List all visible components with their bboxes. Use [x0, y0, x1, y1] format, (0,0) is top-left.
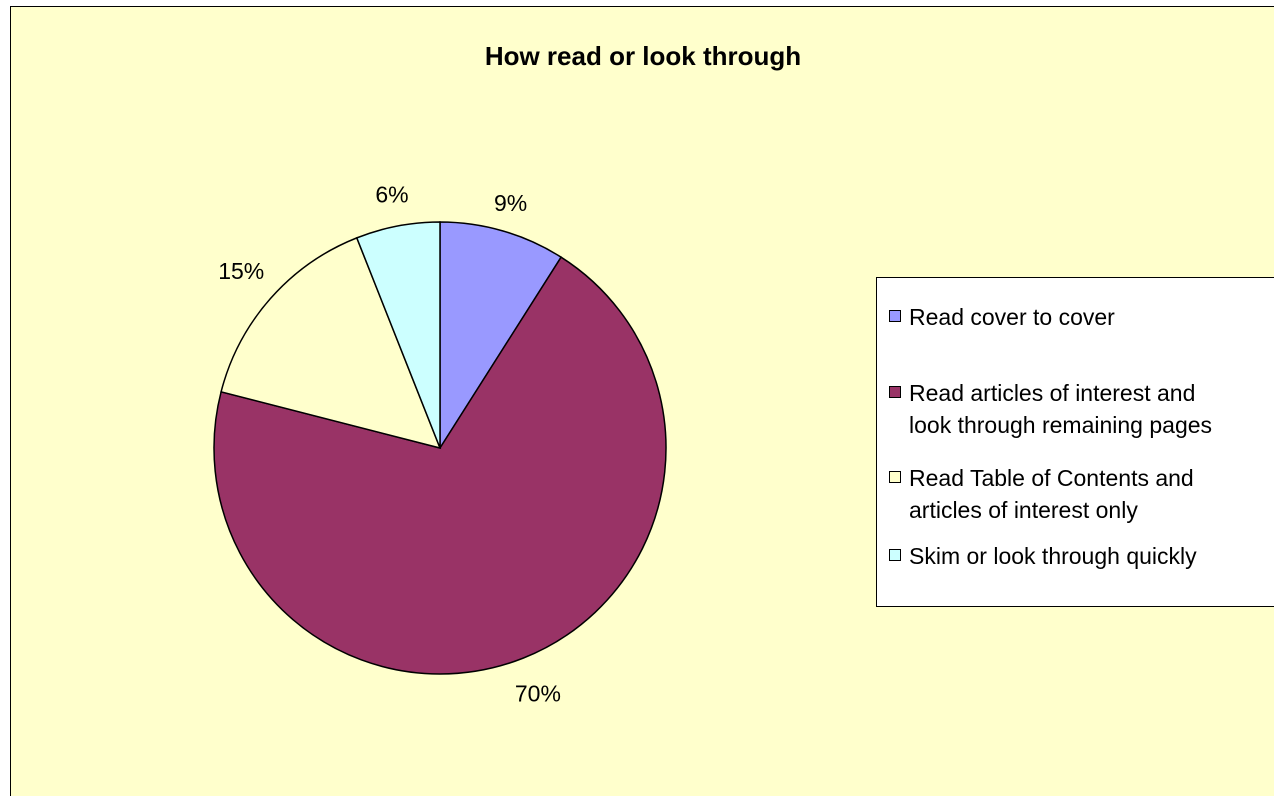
chart-area: How read or look through 9% 70% 15% 6% Read… — [10, 6, 1274, 796]
legend-swatch-read-toc — [889, 471, 901, 483]
pie-slice-3 — [220, 236, 442, 450]
pie-data-label-1: 9% — [494, 190, 527, 216]
legend-swatch-read-cover — [889, 310, 901, 322]
legend-label: Skim or look through quickly — [909, 543, 1197, 569]
pie-chart: 9% 70% 15% 6% — [213, 182, 667, 706]
chart-title: How read or look through — [484, 41, 802, 71]
pie-slice-2 — [213, 256, 667, 675]
pie-data-label-4: 6% — [375, 182, 408, 208]
pie-data-label-2: 70% — [515, 680, 561, 706]
legend-label: Read cover to cover — [909, 304, 1115, 330]
pie-data-label-3: 15% — [218, 258, 264, 284]
legend: Read cover to cover Read articles of int… — [876, 277, 1274, 607]
legend-swatch-skim — [889, 549, 901, 561]
pie-slice-4 — [355, 221, 441, 449]
pie-slice-1 — [439, 221, 563, 451]
legend-label: Read Table of Contents and articles of i… — [909, 465, 1194, 523]
legend-label: Read articles of interest and look throu… — [909, 380, 1213, 438]
legend-swatch-read-articles — [889, 386, 901, 398]
